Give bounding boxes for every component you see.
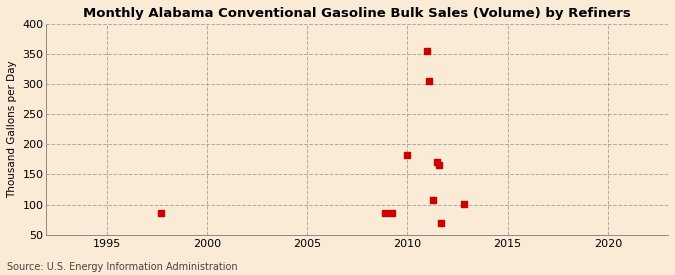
Point bbox=[436, 220, 447, 225]
Point bbox=[434, 163, 445, 167]
Point bbox=[424, 79, 435, 83]
Point bbox=[387, 211, 398, 215]
Title: Monthly Alabama Conventional Gasoline Bulk Sales (Volume) by Refiners: Monthly Alabama Conventional Gasoline Bu… bbox=[83, 7, 631, 20]
Point bbox=[428, 197, 439, 202]
Text: Source: U.S. Energy Information Administration: Source: U.S. Energy Information Administ… bbox=[7, 262, 238, 272]
Point bbox=[432, 160, 443, 164]
Point bbox=[155, 211, 166, 215]
Y-axis label: Thousand Gallons per Day: Thousand Gallons per Day bbox=[7, 60, 17, 198]
Point bbox=[422, 49, 433, 53]
Point bbox=[380, 211, 391, 215]
Point bbox=[402, 153, 412, 157]
Point bbox=[458, 202, 469, 206]
